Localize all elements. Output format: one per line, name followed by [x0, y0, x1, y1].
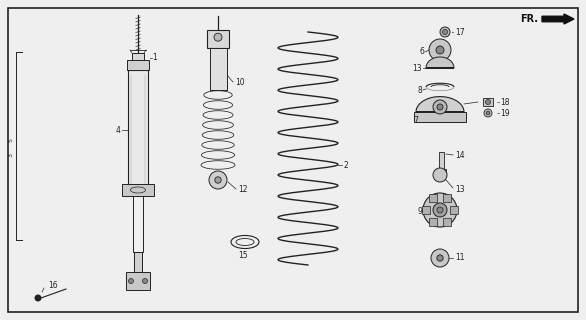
Bar	[132, 53, 144, 63]
Bar	[210, 48, 227, 90]
Circle shape	[485, 100, 490, 105]
Circle shape	[437, 255, 443, 261]
Circle shape	[142, 278, 148, 284]
Text: 4: 4	[115, 125, 120, 134]
Bar	[207, 30, 229, 48]
Circle shape	[486, 111, 490, 115]
Circle shape	[442, 29, 448, 35]
Circle shape	[433, 203, 447, 217]
Bar	[429, 218, 437, 226]
Bar	[483, 98, 493, 106]
Circle shape	[35, 295, 41, 301]
Text: 8: 8	[417, 85, 422, 94]
Bar	[122, 184, 154, 196]
Circle shape	[437, 104, 443, 110]
Polygon shape	[426, 57, 454, 68]
Bar	[127, 60, 149, 70]
Text: 10: 10	[235, 77, 244, 86]
Text: 2: 2	[344, 161, 349, 170]
Text: 19: 19	[500, 108, 510, 117]
Circle shape	[215, 177, 221, 183]
Text: 9: 9	[417, 207, 422, 217]
Text: 18: 18	[500, 98, 509, 107]
Text: 12: 12	[238, 186, 247, 195]
Text: 7: 7	[413, 116, 418, 124]
Bar	[128, 70, 148, 190]
Text: 14: 14	[455, 150, 465, 159]
Circle shape	[128, 278, 134, 284]
Bar	[126, 272, 150, 290]
Circle shape	[214, 33, 222, 41]
Circle shape	[433, 100, 447, 114]
FancyArrow shape	[542, 14, 574, 24]
Text: 6: 6	[419, 47, 424, 57]
Bar	[443, 194, 451, 202]
Circle shape	[429, 39, 451, 61]
Text: 11: 11	[455, 253, 465, 262]
Circle shape	[209, 171, 227, 189]
Circle shape	[436, 46, 444, 54]
Circle shape	[440, 27, 450, 37]
Circle shape	[433, 168, 447, 182]
Bar	[134, 252, 142, 280]
Circle shape	[431, 249, 449, 267]
Text: 1: 1	[152, 53, 156, 62]
Text: FR.: FR.	[520, 14, 538, 24]
Text: 16: 16	[48, 282, 57, 291]
Circle shape	[423, 193, 457, 227]
Circle shape	[484, 109, 492, 117]
Bar	[438, 169, 446, 176]
Bar	[450, 206, 458, 214]
Polygon shape	[416, 97, 464, 112]
Text: 13: 13	[413, 63, 422, 73]
Text: 5: 5	[9, 138, 13, 142]
Text: 17: 17	[455, 28, 465, 36]
Text: 13: 13	[455, 186, 465, 195]
Bar	[443, 218, 451, 226]
Bar	[429, 194, 437, 202]
Bar	[133, 190, 143, 252]
Bar	[422, 206, 430, 214]
Circle shape	[437, 207, 443, 213]
Text: 15: 15	[238, 252, 248, 260]
Text: 3: 3	[9, 153, 13, 157]
Bar	[440, 152, 445, 170]
Bar	[414, 112, 466, 122]
